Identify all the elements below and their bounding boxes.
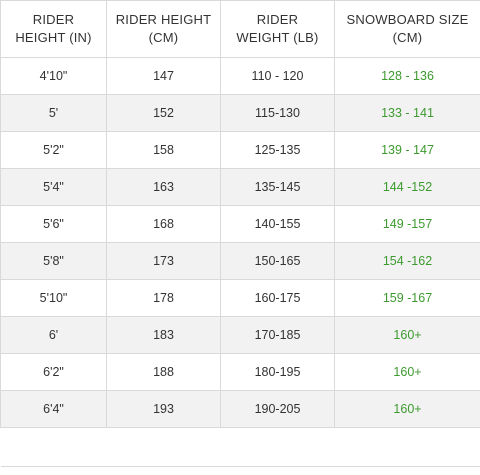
cell-board-size: 154 -162	[334, 242, 480, 280]
cell-height-cm: 173	[106, 242, 221, 280]
cell-board-size: 160+	[334, 390, 480, 428]
cell-height-in: 6'2"	[0, 353, 107, 391]
table-row: 6'2" 188 180-195 160+	[0, 353, 480, 391]
header-line: (CM)	[392, 30, 423, 45]
table-row: 5' 152 115-130 133 - 141	[0, 94, 480, 132]
cell-height-in: 5'4"	[0, 168, 107, 206]
header-line: WEIGHT (LB)	[236, 30, 319, 45]
table-row: 5'8" 173 150-165 154 -162	[0, 242, 480, 280]
cell-weight-lb: 115-130	[220, 94, 335, 132]
cell-height-in: 4'10"	[0, 57, 107, 95]
cell-height-cm: 158	[106, 131, 221, 169]
header-snowboard-size-cm: SNOWBOARD SIZE (CM)	[334, 0, 480, 58]
cell-height-cm: 193	[106, 390, 221, 428]
header-rider-height-in: RIDER HEIGHT (IN)	[0, 0, 107, 58]
cell-weight-lb: 110 - 120	[220, 57, 335, 95]
cell-height-cm: 178	[106, 279, 221, 317]
table-body: 4'10" 147 110 - 120 128 - 136 5' 152 115…	[0, 57, 480, 428]
cell-height-in: 5'8"	[0, 242, 107, 280]
cell-weight-lb: 125-135	[220, 131, 335, 169]
cell-height-in: 5'2"	[0, 131, 107, 169]
header-row: RIDER HEIGHT (IN) RIDER HEIGHT (CM) RIDE…	[0, 0, 480, 58]
header-line: HEIGHT (IN)	[15, 30, 92, 45]
cell-height-cm: 183	[106, 316, 221, 354]
cell-height-in: 5'10"	[0, 279, 107, 317]
cell-board-size: 160+	[334, 316, 480, 354]
cell-board-size: 139 - 147	[334, 131, 480, 169]
cell-weight-lb: 150-165	[220, 242, 335, 280]
cell-height-cm: 147	[106, 57, 221, 95]
cell-weight-lb: 190-205	[220, 390, 335, 428]
cell-board-size: 160+	[334, 353, 480, 391]
table-row: 5'10" 178 160-175 159 -167	[0, 279, 480, 317]
cell-board-size: 144 -152	[334, 168, 480, 206]
table-row: 6'4" 193 190-205 160+	[0, 390, 480, 428]
header-line: (CM)	[148, 30, 179, 45]
cell-height-in: 6'4"	[0, 390, 107, 428]
table-footer	[0, 427, 480, 467]
header-rider-height-cm: RIDER HEIGHT (CM)	[106, 0, 221, 58]
footer-spacer	[0, 427, 480, 467]
cell-board-size: 133 - 141	[334, 94, 480, 132]
header-line: RIDER	[256, 12, 299, 27]
header-rider-weight-lb: RIDER WEIGHT (LB)	[220, 0, 335, 58]
cell-board-size: 159 -167	[334, 279, 480, 317]
cell-height-cm: 152	[106, 94, 221, 132]
table-row: 4'10" 147 110 - 120 128 - 136	[0, 57, 480, 95]
cell-weight-lb: 135-145	[220, 168, 335, 206]
table-row: 5'4" 163 135-145 144 -152	[0, 168, 480, 206]
table-row: 5'2" 158 125-135 139 - 147	[0, 131, 480, 169]
table-header: RIDER HEIGHT (IN) RIDER HEIGHT (CM) RIDE…	[0, 0, 480, 58]
header-line: RIDER HEIGHT	[115, 12, 212, 27]
table-row: 6' 183 170-185 160+	[0, 316, 480, 354]
cell-board-size: 149 -157	[334, 205, 480, 243]
cell-height-cm: 188	[106, 353, 221, 391]
footer-row	[0, 427, 480, 467]
cell-weight-lb: 160-175	[220, 279, 335, 317]
header-line: SNOWBOARD SIZE	[346, 12, 469, 27]
cell-height-in: 5'6"	[0, 205, 107, 243]
cell-height-cm: 168	[106, 205, 221, 243]
cell-board-size: 128 - 136	[334, 57, 480, 95]
table-row: 5'6" 168 140-155 149 -157	[0, 205, 480, 243]
cell-height-in: 5'	[0, 94, 107, 132]
header-line: RIDER	[32, 12, 75, 27]
cell-weight-lb: 170-185	[220, 316, 335, 354]
cell-height-cm: 163	[106, 168, 221, 206]
cell-weight-lb: 140-155	[220, 205, 335, 243]
cell-height-in: 6'	[0, 316, 107, 354]
cell-weight-lb: 180-195	[220, 353, 335, 391]
